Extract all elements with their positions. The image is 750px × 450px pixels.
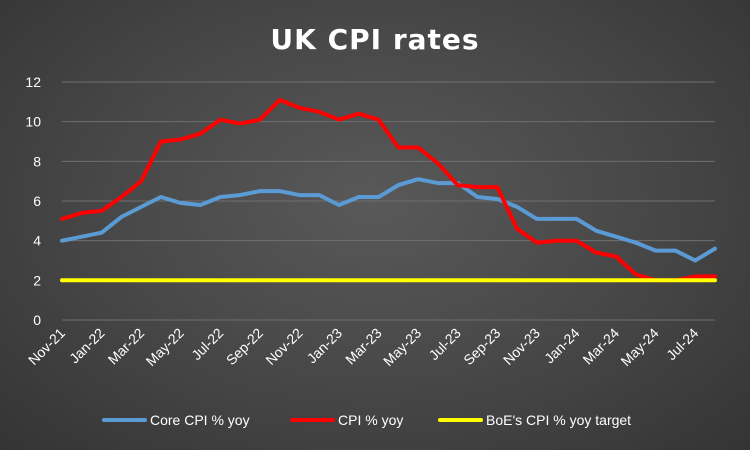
x-tick-label: Nov-22: [262, 325, 305, 368]
chart-title: UK CPI rates: [270, 23, 479, 56]
x-tick-label: Jul-22: [188, 325, 226, 363]
x-tick-label: May-24: [617, 325, 661, 369]
x-tick-label: Jan-23: [304, 325, 346, 367]
x-tick-label: Jul-23: [426, 325, 464, 363]
x-tick-label: Nov-21: [25, 325, 68, 368]
x-tick-label: Sep-22: [223, 325, 266, 368]
legend: Core CPI % yoy CPI % yoy BoE's CPI % yoy t…: [102, 412, 631, 428]
series-line: [60, 177, 717, 263]
series-line: [60, 97, 717, 283]
x-tick-label: Jan-24: [541, 325, 583, 367]
y-tick-label: 12: [25, 74, 41, 90]
y-tick-label: 2: [33, 272, 41, 288]
y-tick-label: 10: [25, 114, 41, 130]
series-lines: [60, 97, 717, 283]
y-tick-label: 6: [33, 193, 41, 209]
x-tick-label: May-23: [380, 325, 424, 369]
legend-label: CPI % yoy: [338, 412, 403, 428]
y-axis-ticks: 0 2 4 6 8 10 12: [25, 74, 41, 328]
gridlines: [62, 81, 715, 321]
x-tick-label: Mar-22: [105, 325, 148, 368]
x-tick-label: Mar-23: [342, 325, 385, 368]
x-tick-label: May-22: [143, 325, 187, 369]
x-tick-label: Mar-24: [580, 325, 623, 368]
y-tick-label: 0: [33, 312, 41, 328]
legend-label: BoE's CPI % yoy target: [486, 412, 631, 428]
y-tick-label: 4: [33, 233, 41, 249]
x-tick-label: Sep-23: [460, 325, 503, 368]
x-tick-label: Jul-24: [663, 325, 701, 363]
x-tick-label: Jan-22: [66, 325, 108, 367]
legend-label: Core CPI % yoy: [150, 412, 250, 428]
y-tick-label: 8: [33, 153, 41, 169]
x-tick-label: Nov-23: [500, 325, 543, 368]
